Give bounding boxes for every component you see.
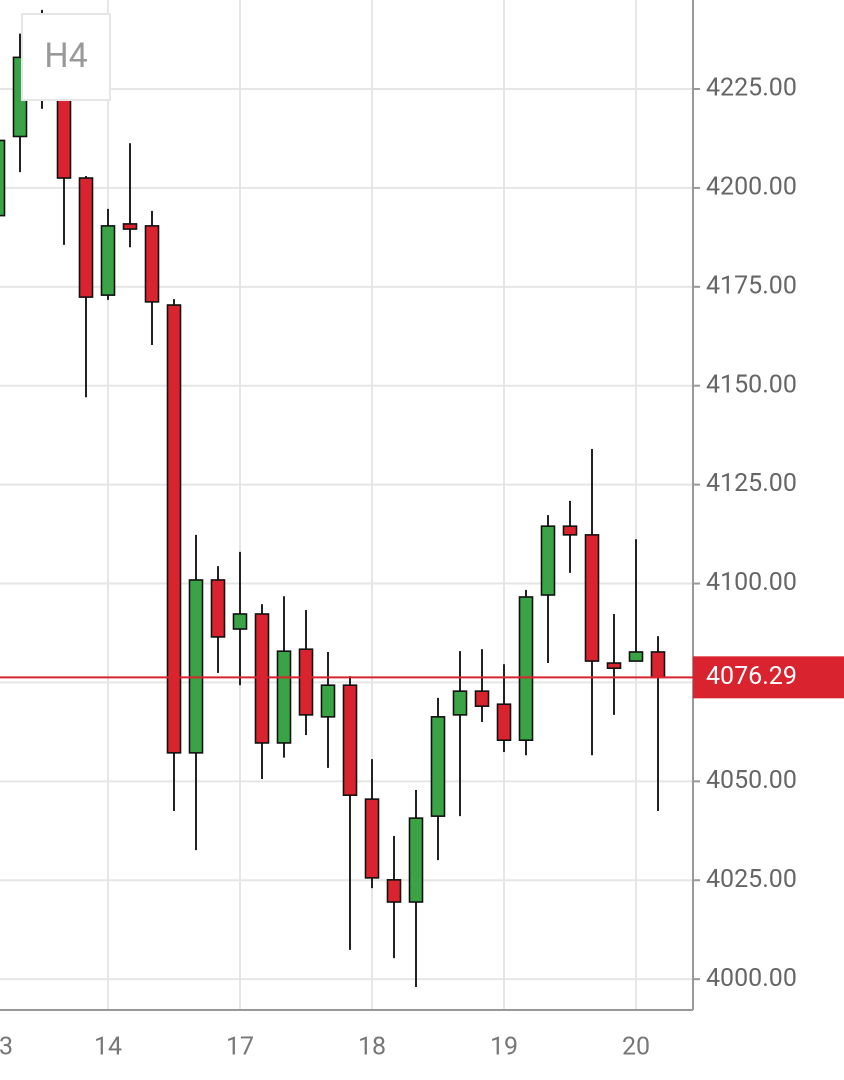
candle-body [122, 223, 138, 230]
candle-body [320, 684, 336, 718]
candle-body [606, 662, 622, 669]
candle-body [144, 225, 160, 303]
candle-body [0, 139, 6, 217]
candle-body [232, 613, 248, 630]
candle-body [518, 596, 534, 741]
candle-body [342, 684, 358, 796]
timeframe-box [21, 13, 111, 101]
candle-body [364, 798, 380, 879]
x-tick-label: 17 [226, 1033, 254, 1062]
y-tick-label: 4050.00 [706, 766, 797, 795]
candle-body [100, 225, 116, 296]
x-tick-label: 14 [94, 1033, 122, 1062]
last-price-box [693, 656, 844, 699]
y-tick-label: 4100.00 [706, 568, 797, 597]
candle-body [540, 525, 556, 596]
candle-body [474, 690, 490, 707]
x-tick-label: 3 [0, 1033, 13, 1062]
y-tick-label: 4150.00 [706, 370, 797, 399]
timeframe-label: H4 [44, 36, 87, 76]
candle-body [650, 651, 666, 679]
y-tick-label: 4200.00 [706, 173, 797, 202]
x-tick-label: 18 [358, 1033, 386, 1062]
candle-body [78, 177, 94, 298]
candle-body [254, 613, 270, 744]
y-tick-label: 4225.00 [706, 74, 797, 103]
candle-body [386, 879, 402, 903]
y-tick-label: 4175.00 [706, 271, 797, 300]
candle-body [408, 817, 424, 903]
last-price-label: 4076.29 [706, 662, 797, 691]
x-tick-label: 20 [622, 1033, 650, 1062]
y-tick-label: 4000.00 [706, 964, 797, 993]
y-tick-label: 4025.00 [706, 865, 797, 894]
y-tick-label: 4125.00 [706, 469, 797, 498]
candle-body [188, 579, 204, 754]
candle-body [562, 525, 578, 536]
candle-body [584, 534, 600, 662]
candle-body [298, 648, 314, 716]
candle-body [276, 650, 292, 744]
candle-body [628, 651, 644, 662]
candle-body [496, 703, 512, 741]
candle-body [166, 304, 182, 754]
candle-body [210, 579, 226, 638]
candle-body [430, 716, 446, 817]
candle-body [452, 690, 468, 716]
x-tick-label: 19 [490, 1033, 518, 1062]
